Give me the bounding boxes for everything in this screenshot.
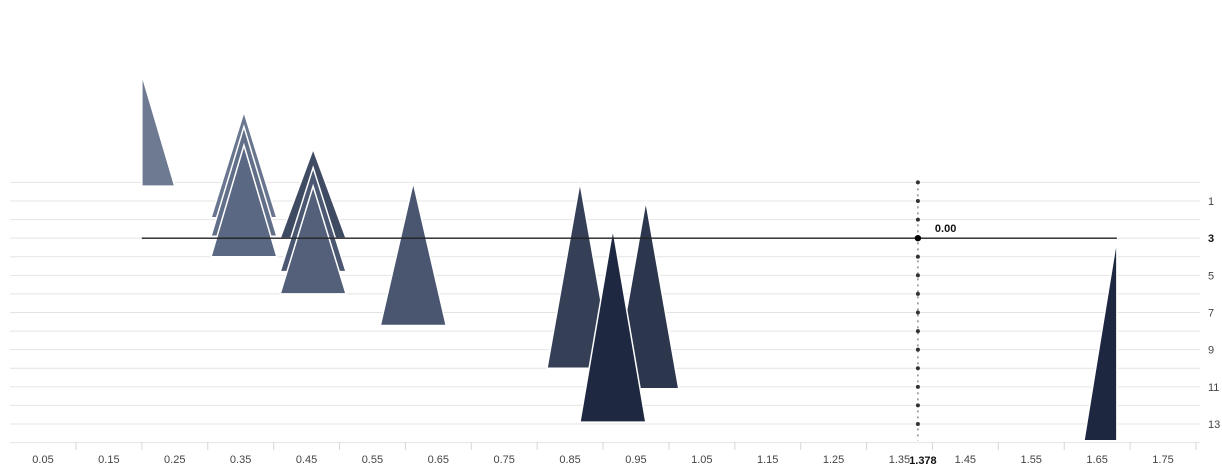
marker-dot [915,273,920,278]
x-tick-label: 1.15 [757,454,778,466]
x-axis-ticks: 0.05 0.15 0.25 0.35 0.45 0.55 0.65 0.75 0.85 0.95… [32,442,1197,466]
marker-dot [915,384,920,389]
x-tick-label: 0.05 [32,454,53,466]
marker-dot [915,180,920,185]
x-tick-label: 0.95 [625,454,646,466]
triangle-marker [279,183,348,295]
x-tick-label: 0.65 [428,454,449,466]
y-tick-label: 11 [1208,382,1219,394]
marker-dot [915,254,920,259]
y-tick-label: 13 [1208,419,1220,431]
x-tick-label: 0.45 [296,454,317,466]
x-tick-label: 0.25 [164,454,185,466]
triangle-marker [379,182,448,327]
marker-dot [915,291,920,296]
triangle-marker [1083,238,1118,442]
marker-dot-highlight [914,234,922,242]
marker-dot [915,422,920,426]
x-tick-label: 1.75 [1152,454,1173,466]
marker-dot [915,199,920,203]
x-tick-label: 1.25 [823,454,844,466]
marker-dot-line [914,180,922,441]
x-tick-label: 0.85 [559,454,580,466]
y-tick-label: 1 [1208,196,1214,208]
marker-dot [915,310,920,315]
y-tick-label: 9 [1208,345,1214,357]
marker-dot [915,329,920,334]
marker-dot [915,347,920,352]
annotation-label: 0.00 [935,223,956,235]
y-tick-label: 7 [1208,308,1214,320]
y-tick-label: 5 [1208,270,1214,282]
x-tick-label: 1.05 [691,454,712,466]
y-tick-label: 3 [1208,233,1214,245]
x-tick-label: 0.35 [230,454,251,466]
x-tick-label: 1.45 [955,454,976,466]
marker-value-label: 1.378 [909,455,937,467]
data-markers [141,74,1118,442]
x-tick-label: 0.55 [362,454,383,466]
triangle-marker [579,228,647,423]
triangle-marker [209,142,278,258]
marker-dot [915,403,920,408]
x-tick-label: 1.55 [1021,454,1042,466]
x-tick-label: 1.65 [1086,454,1107,466]
marker-dot [915,366,920,371]
x-tick-label: 0.75 [493,454,514,466]
x-tick-label: 1.35 [889,454,910,466]
x-tick-label: 0.15 [98,454,119,466]
triangle-marker [141,74,176,187]
marker-dot [915,217,920,222]
